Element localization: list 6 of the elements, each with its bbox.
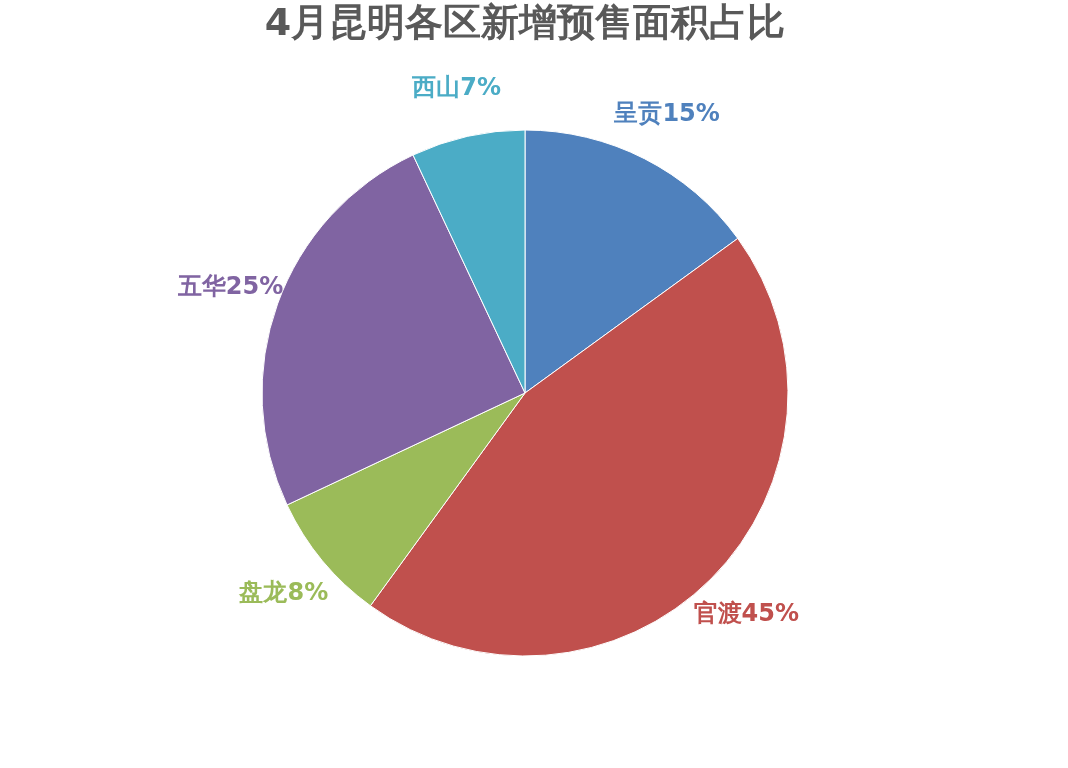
slice-label: 盘龙8% (238, 577, 329, 606)
slice-label: 呈贡15% (613, 99, 720, 128)
slice-label: 五华25% (176, 271, 284, 300)
slice-label: 官渡45% (693, 599, 800, 628)
slice-label: 西山7% (411, 72, 502, 101)
chart-title: 4月昆明各区新增预售面积占比 (264, 0, 786, 44)
